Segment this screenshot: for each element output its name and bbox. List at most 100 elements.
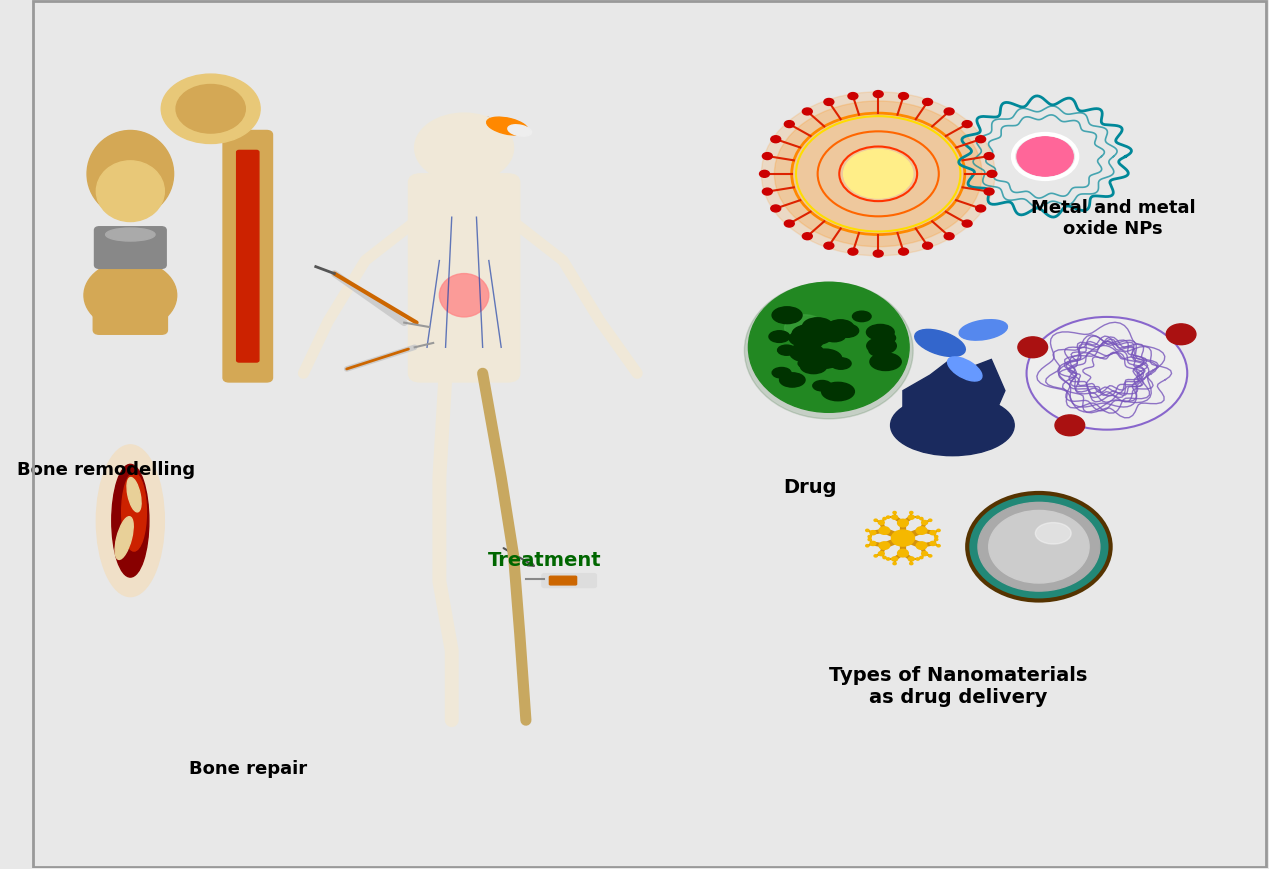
Ellipse shape <box>891 395 1014 456</box>
Circle shape <box>848 249 858 255</box>
Circle shape <box>871 541 876 546</box>
Ellipse shape <box>439 275 489 317</box>
Ellipse shape <box>802 354 821 364</box>
Circle shape <box>930 531 935 535</box>
Circle shape <box>824 243 834 250</box>
Circle shape <box>868 539 872 541</box>
Circle shape <box>763 189 773 196</box>
Ellipse shape <box>784 315 825 342</box>
Circle shape <box>873 91 883 98</box>
Circle shape <box>873 251 883 258</box>
Circle shape <box>930 541 935 546</box>
Circle shape <box>909 515 914 520</box>
Circle shape <box>962 221 972 228</box>
Ellipse shape <box>127 478 141 513</box>
Ellipse shape <box>821 383 854 401</box>
Circle shape <box>883 518 886 521</box>
Circle shape <box>985 189 994 196</box>
Circle shape <box>916 542 926 550</box>
Circle shape <box>868 536 872 538</box>
Text: Types of Nanomaterials
as drug delivery: Types of Nanomaterials as drug delivery <box>830 666 1088 706</box>
Circle shape <box>985 154 994 161</box>
Ellipse shape <box>853 312 871 322</box>
Ellipse shape <box>827 321 854 335</box>
Ellipse shape <box>869 345 890 357</box>
Ellipse shape <box>772 368 791 379</box>
Circle shape <box>987 171 997 178</box>
Ellipse shape <box>867 338 896 355</box>
Circle shape <box>934 539 938 541</box>
Ellipse shape <box>749 283 909 413</box>
Ellipse shape <box>798 324 825 339</box>
Circle shape <box>1055 415 1085 436</box>
Ellipse shape <box>115 517 133 560</box>
Ellipse shape <box>835 325 859 338</box>
Circle shape <box>893 563 896 565</box>
Circle shape <box>976 206 986 213</box>
Circle shape <box>921 521 928 525</box>
Circle shape <box>897 520 909 527</box>
Ellipse shape <box>789 343 824 362</box>
Circle shape <box>770 206 780 213</box>
Circle shape <box>871 531 876 535</box>
Ellipse shape <box>978 503 1100 592</box>
Circle shape <box>774 102 982 248</box>
Circle shape <box>892 515 897 520</box>
Circle shape <box>1016 137 1074 177</box>
Circle shape <box>898 249 909 255</box>
Ellipse shape <box>967 494 1110 600</box>
Circle shape <box>761 93 995 256</box>
Text: Bone repair: Bone repair <box>189 759 307 777</box>
Circle shape <box>802 234 812 241</box>
Circle shape <box>879 527 890 534</box>
Ellipse shape <box>96 162 164 222</box>
Ellipse shape <box>122 474 146 552</box>
Ellipse shape <box>874 333 896 345</box>
Ellipse shape <box>801 352 821 363</box>
Ellipse shape <box>112 465 148 577</box>
Ellipse shape <box>808 326 838 342</box>
Ellipse shape <box>84 262 176 330</box>
Text: Bone remodelling: Bone remodelling <box>16 461 194 478</box>
Circle shape <box>909 557 914 561</box>
Ellipse shape <box>508 126 532 137</box>
Circle shape <box>891 530 915 547</box>
Circle shape <box>920 557 923 559</box>
Circle shape <box>874 555 877 557</box>
FancyBboxPatch shape <box>94 228 166 269</box>
Ellipse shape <box>803 318 832 335</box>
Ellipse shape <box>871 354 901 371</box>
FancyBboxPatch shape <box>409 175 520 382</box>
Circle shape <box>415 114 514 183</box>
FancyBboxPatch shape <box>93 275 168 335</box>
FancyBboxPatch shape <box>542 574 596 587</box>
Circle shape <box>892 557 897 561</box>
Text: Treatment: Treatment <box>487 551 602 569</box>
Circle shape <box>937 530 940 532</box>
Circle shape <box>878 521 884 525</box>
Circle shape <box>910 512 912 514</box>
FancyBboxPatch shape <box>223 131 273 382</box>
Circle shape <box>770 136 780 143</box>
Circle shape <box>848 94 858 101</box>
Circle shape <box>784 122 794 129</box>
Ellipse shape <box>822 329 845 342</box>
Ellipse shape <box>959 321 1008 341</box>
Circle shape <box>910 563 912 565</box>
Ellipse shape <box>867 325 895 341</box>
Circle shape <box>929 555 931 557</box>
Circle shape <box>934 536 938 538</box>
Circle shape <box>916 558 920 561</box>
Ellipse shape <box>779 374 805 388</box>
Ellipse shape <box>105 229 155 242</box>
Ellipse shape <box>1036 523 1071 544</box>
Circle shape <box>763 154 773 161</box>
Circle shape <box>802 109 812 116</box>
Circle shape <box>897 550 909 557</box>
Circle shape <box>1027 317 1188 430</box>
Circle shape <box>1018 337 1048 358</box>
Ellipse shape <box>813 381 831 391</box>
Circle shape <box>883 557 886 559</box>
Circle shape <box>865 545 869 547</box>
Ellipse shape <box>801 327 832 345</box>
